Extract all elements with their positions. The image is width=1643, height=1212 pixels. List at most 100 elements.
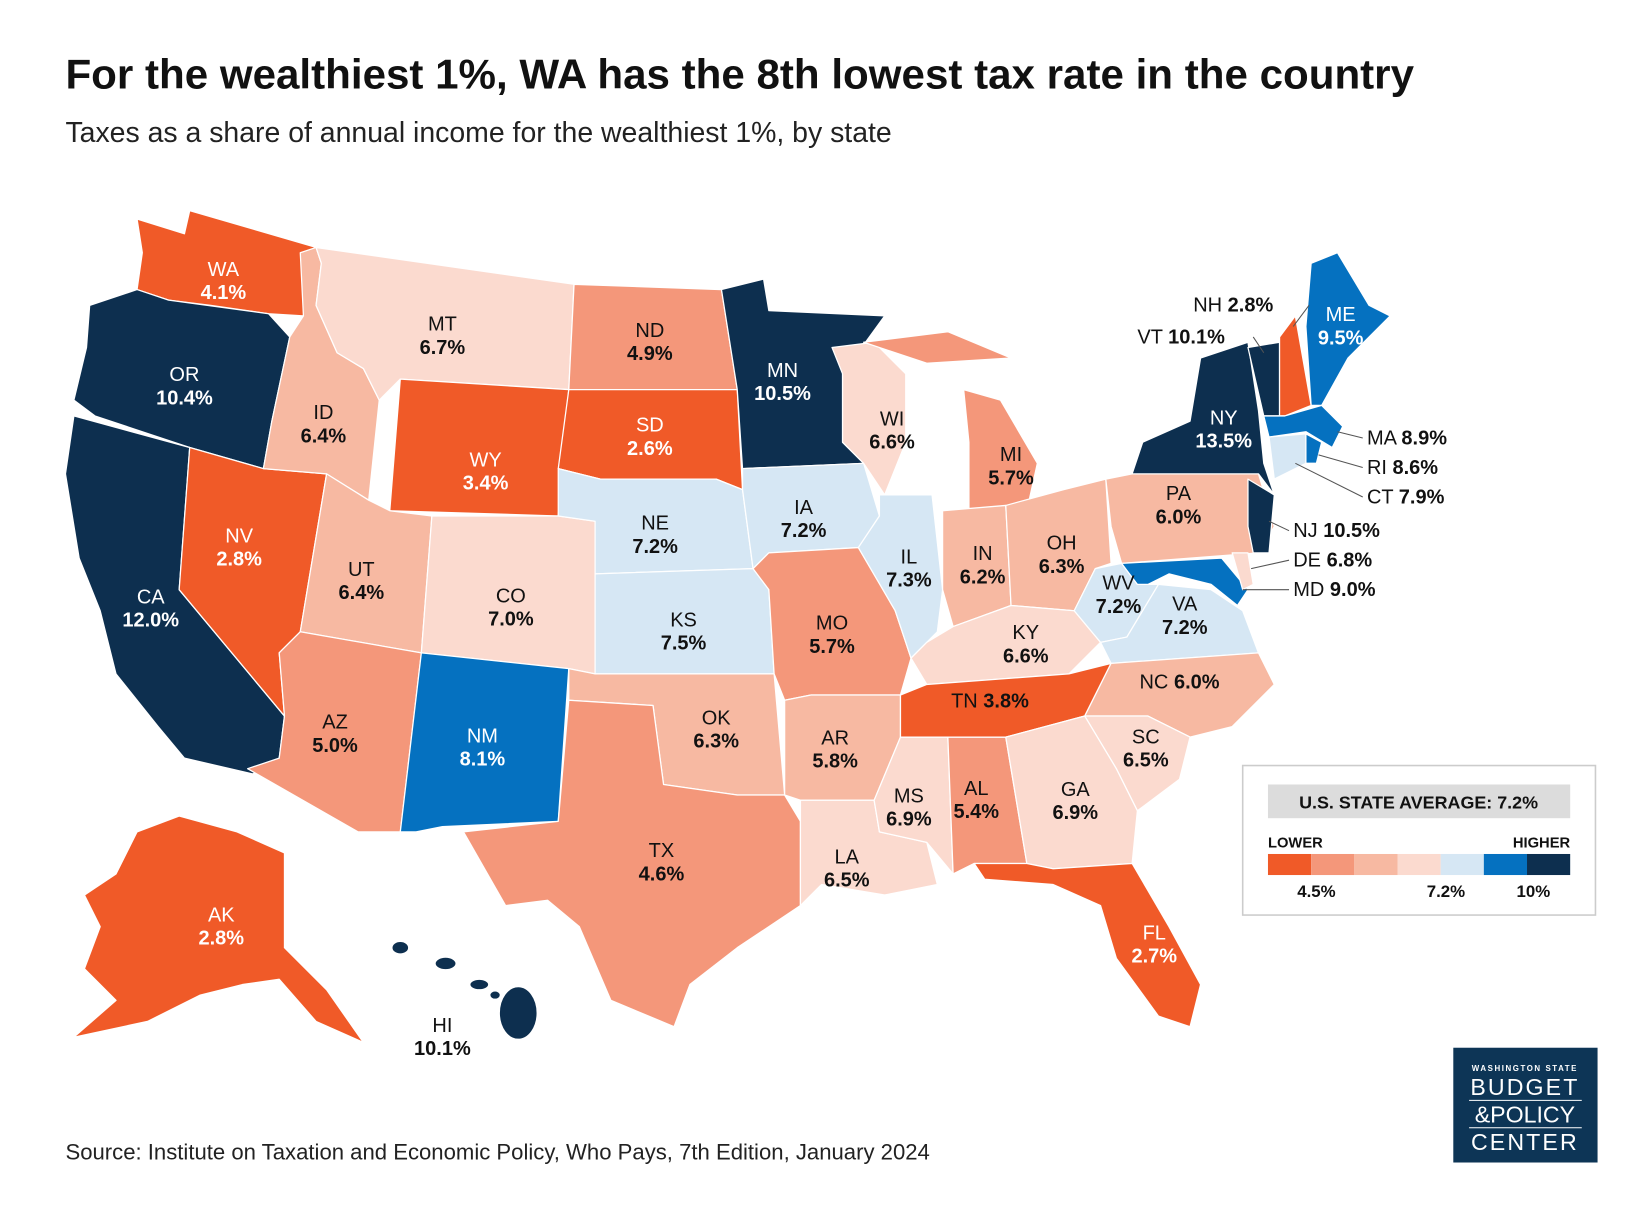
- state-label-KY: KY 6.6%: [1003, 622, 1049, 667]
- leader-line-NJ: [1268, 520, 1290, 532]
- state-value: 10.1%: [414, 1038, 471, 1060]
- state-abbr: MN: [767, 360, 798, 382]
- state-value: 6.6%: [869, 432, 915, 454]
- leader-line-MA: [1337, 431, 1363, 439]
- state-abbr: CT: [1367, 486, 1399, 508]
- state-value: 7.2%: [781, 520, 827, 542]
- legend: U.S. STATE AVERAGE: 7.2% LOWER HIGHER 4.…: [1241, 764, 1597, 916]
- logo-box: [1453, 1047, 1598, 1163]
- state-label-DE: DE 6.8%: [1293, 550, 1372, 572]
- state-label-ME: ME 9.5%: [1318, 304, 1364, 349]
- state-abbr: SC: [1132, 726, 1160, 748]
- source-note: Source: Institute on Taxation and Econom…: [65, 1139, 929, 1164]
- state-abbr: MT: [428, 314, 457, 336]
- state-label-NV: NV 2.8%: [216, 525, 262, 570]
- state-value: 6.8%: [1327, 550, 1373, 572]
- state-value: 7.5%: [661, 633, 707, 655]
- state-label-MD: MD 9.0%: [1293, 579, 1375, 601]
- state-CT: [1268, 433, 1307, 480]
- state-abbr: NE: [641, 513, 669, 535]
- state-value: 8.6%: [1393, 457, 1439, 479]
- state-abbr: OH: [1047, 533, 1077, 555]
- state-abbr: OR: [169, 364, 199, 386]
- state-value: 8.1%: [460, 749, 506, 771]
- state-abbr: VT: [1137, 326, 1168, 348]
- logo: WASHINGTON STATE BUDGET &POLICY CENTER: [1453, 1047, 1598, 1163]
- state-value: 7.2%: [632, 536, 678, 558]
- state-LA: [799, 799, 938, 907]
- state-MD: [1120, 557, 1249, 607]
- state-label-ID: ID 6.4%: [301, 402, 347, 447]
- legend-swatch-2: [1354, 853, 1398, 876]
- state-value: 7.0%: [488, 608, 534, 630]
- state-label-WY: WY 3.4%: [463, 449, 509, 494]
- state-abbr: TX: [649, 840, 675, 862]
- state-NY: [1131, 341, 1275, 496]
- state-value: 13.5%: [1195, 431, 1252, 453]
- state-abbr: MI: [1000, 444, 1022, 466]
- state-abbr: WI: [880, 408, 904, 430]
- state-abbr: NY: [1210, 407, 1238, 429]
- legend-swatch-1: [1311, 853, 1355, 876]
- state-abbr: NM: [467, 725, 498, 747]
- legend-swatch-4: [1440, 853, 1484, 876]
- average-label: U.S. STATE AVERAGE: 7.2%: [1299, 793, 1538, 813]
- leader-line-NH: [1292, 305, 1310, 327]
- state-value: 9.5%: [1318, 327, 1364, 349]
- state-abbr: AR: [821, 727, 849, 749]
- state-label-NY: NY 13.5%: [1195, 407, 1252, 452]
- state-abbr: HI: [432, 1015, 452, 1037]
- state-label-PA: PA 6.0%: [1156, 483, 1202, 528]
- logo-line-3: CENTER: [1471, 1129, 1579, 1155]
- state-value: 10.1%: [1168, 326, 1225, 348]
- legend-swatch-5: [1483, 853, 1528, 876]
- state-value: 6.3%: [693, 731, 739, 753]
- state-label-KS: KS 7.5%: [661, 610, 707, 655]
- state-abbr: MS: [894, 785, 924, 807]
- state-abbr: KY: [1012, 622, 1039, 644]
- state-value: 6.7%: [420, 337, 466, 359]
- state-value: 6.0%: [1174, 672, 1220, 694]
- state-abbr: MA: [1367, 427, 1401, 449]
- leader-line-CT: [1295, 462, 1363, 498]
- state-WY: [389, 378, 570, 517]
- subtitle: Taxes as a share of annual income for th…: [65, 117, 891, 149]
- state-abbr: ID: [313, 402, 333, 424]
- state-label-WI: WI 6.6%: [869, 408, 915, 453]
- state-value: 8.9%: [1401, 427, 1447, 449]
- legend-higher: HIGHER: [1513, 836, 1571, 852]
- legend-tick-low: 4.5%: [1297, 882, 1335, 901]
- state-NJ: [1247, 478, 1275, 554]
- state-value: 6.9%: [886, 809, 932, 831]
- state-abbr: DE: [1293, 550, 1326, 572]
- state-value: 2.8%: [216, 548, 262, 570]
- state-label-MO: MO 5.7%: [809, 613, 855, 658]
- logo-line-1: BUDGET: [1470, 1074, 1579, 1100]
- state-label-GA: GA 6.9%: [1052, 779, 1098, 824]
- state-value: 3.4%: [463, 473, 509, 495]
- page-title: For the wealthiest 1%, WA has the 8th lo…: [65, 50, 1414, 97]
- state-label-CA: CA 12.0%: [122, 586, 179, 631]
- state-FL: [973, 862, 1202, 1028]
- state-label-NC: NC 6.0%: [1139, 672, 1219, 694]
- state-label-NH: NH 2.8%: [1193, 295, 1273, 317]
- state-label-VT: VT 10.1%: [1137, 326, 1225, 348]
- state-label-AZ: AZ 5.0%: [312, 712, 358, 757]
- state-value: 2.7%: [1131, 945, 1177, 967]
- state-abbr: IL: [901, 546, 918, 568]
- state-abbr: OK: [702, 707, 732, 729]
- state-value: 6.5%: [1123, 750, 1169, 772]
- state-label-FL: FL 2.7%: [1131, 922, 1177, 967]
- state-value: 2.8%: [1228, 295, 1274, 317]
- state-ME: [1305, 252, 1391, 407]
- state-abbr: CA: [137, 586, 165, 608]
- labels-layer: WA 4.1%OR 10.4%CA 12.0%NV 2.8%ID 6.4%MT 6.7%WY…: [122, 259, 1447, 1060]
- state-label-LA: LA 6.5%: [824, 846, 870, 891]
- state-abbr: GA: [1061, 779, 1091, 801]
- state-value: 10.5%: [1323, 520, 1380, 542]
- leader-line-VT: [1252, 336, 1265, 354]
- state-value: 6.5%: [824, 870, 870, 892]
- state-abbr: NH: [1193, 295, 1227, 317]
- state-value: 7.2%: [1162, 617, 1208, 639]
- state-value: 6.2%: [960, 566, 1006, 588]
